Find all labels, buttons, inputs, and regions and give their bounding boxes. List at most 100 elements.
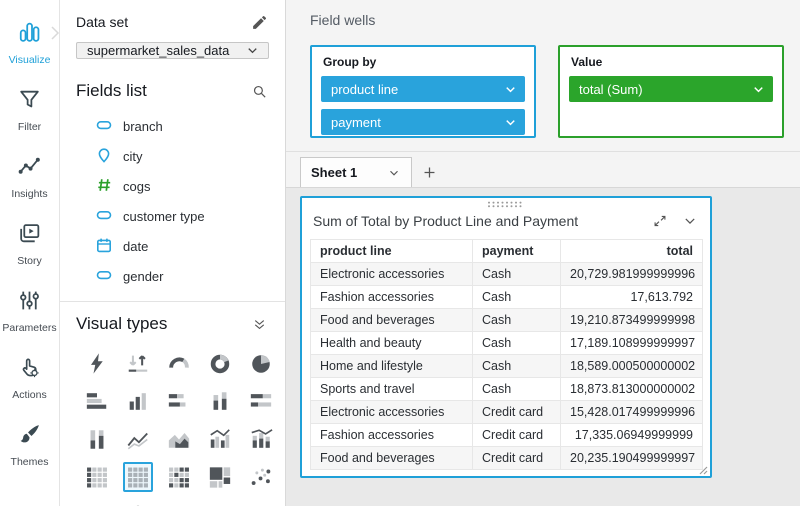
visual-type-vertical-bar-chart-icon[interactable] [123,386,153,416]
cell-payment: Cash [472,377,561,401]
field-item-city[interactable]: city [76,141,269,171]
edit-dataset-pencil-icon[interactable] [249,12,269,32]
visual-type-auto-graph-icon[interactable] [82,348,112,378]
dataset-select-value: supermarket_sales_data [87,43,230,58]
visual-type-vertical-stacked-100-bar-chart-icon[interactable] [82,424,112,454]
sidebar-item-label: Parameters [2,322,57,334]
group-by-pill-payment[interactable]: payment [321,109,525,135]
visual-type-scatter-plot-icon[interactable] [246,462,276,492]
visual-type-horizontal-stacked-100-bar-chart-icon[interactable] [246,386,276,416]
dataset-select[interactable]: supermarket_sales_data [76,42,269,59]
sidebar-item-actions[interactable]: Actions [0,345,59,412]
funnel-icon [17,87,42,117]
cell-product-line: Electronic accessories [310,400,473,424]
cell-payment: Credit card [472,423,561,447]
field-item-cogs[interactable]: cogs [76,171,269,201]
group-by-well[interactable]: Group by product line payment [310,45,536,138]
cell-total: 17,613.792 [560,285,703,309]
visual-type-heat-map-icon[interactable] [164,462,194,492]
visual-type-insights-visual-icon[interactable] [123,500,153,506]
geo-field-icon [96,147,112,166]
visual-type-geospatial-map-icon[interactable] [82,500,112,506]
sidebar-item-story[interactable]: Story [0,211,59,278]
visual-type-area-chart-icon[interactable] [164,424,194,454]
visual-card[interactable]: Sum of Total by Product Line and Payment… [300,196,712,478]
date-field-icon [96,237,112,256]
group-by-label: Group by [323,55,377,69]
value-well[interactable]: Value total (Sum) [558,45,784,138]
cell-total: 20,729.981999999996 [560,262,703,286]
chevron-down-icon [506,86,515,92]
cell-total: 18,589.000500000002 [560,354,703,378]
sidebar-item-label: Actions [12,389,47,401]
field-item-branch[interactable]: branch [76,111,269,141]
cell-payment: Credit card [472,400,561,424]
visual-type-horizontal-bar-chart-icon[interactable] [82,386,112,416]
sidebar-item-parameters[interactable]: Parameters [0,278,59,345]
resize-handle-icon[interactable] [698,465,708,475]
visual-type-pivot-table-icon[interactable] [123,462,153,492]
visual-menu-chevron-icon[interactable] [680,211,700,231]
search-icon[interactable] [249,81,269,101]
field-item-gender[interactable]: gender [76,261,269,291]
fields-list-title: Fields list [76,81,147,100]
actions-icon [17,355,42,385]
nav-rail: Visualize Filter Insights Story Parameters Ac… [0,0,60,506]
sidebar-item-visualize[interactable]: Visualize [0,10,59,77]
collapse-double-chevron-icon[interactable] [249,314,269,334]
bar-chart-icon [17,20,42,50]
column-header-product-line[interactable]: product line [310,239,473,263]
sidebar-item-label: Filter [17,121,42,133]
expand-visual-icon[interactable] [650,211,670,231]
visual-type-vertical-stacked-bar-chart-icon[interactable] [205,386,235,416]
visual-type-tree-map-icon[interactable] [205,462,235,492]
sidebar-item-filter[interactable]: Filter [0,77,59,144]
field-name: date [123,238,149,254]
group-by-pill-product-line[interactable]: product line [321,76,525,102]
visual-type-gauge-icon[interactable] [164,348,194,378]
plus-icon [424,167,434,177]
drag-handle-icon[interactable] [487,201,525,208]
panel-collapse-notch[interactable] [51,26,60,40]
cell-product-line: Sports and travel [310,377,473,401]
visual-type-line-chart-icon[interactable] [123,424,153,454]
add-sheet-button[interactable] [412,157,446,187]
visual-type-pie-chart-icon[interactable] [246,348,276,378]
field-name: gender [123,268,164,284]
cell-product-line: Fashion accessories [310,423,473,447]
pill-label: product line [331,81,399,97]
table-row: Food and beverages Cash 19,210.87349999999… [310,308,703,332]
chevron-down-icon [754,86,763,92]
visual-type-kpi-icon[interactable] [123,348,153,378]
visual-type-horizontal-stacked-bar-chart-icon[interactable] [164,386,194,416]
sidebar-item-themes[interactable]: Themes [0,412,59,479]
cell-payment: Cash [472,354,561,378]
cell-payment: Credit card [472,446,561,470]
visual-type-table-icon[interactable] [82,462,112,492]
value-pill-total-sum-[interactable]: total (Sum) [569,76,773,102]
divider [60,301,285,302]
sheet-tab[interactable]: Sheet 1 [300,157,412,187]
field-item-date[interactable]: date [76,231,269,261]
visual-type-stacked-bar-combo-chart-icon[interactable] [246,424,276,454]
visual-title: Sum of Total by Product Line and Payment [313,213,579,229]
visual-type-word-cloud-icon[interactable]: abc [164,500,194,506]
visual-type-clustered-bar-combo-chart-icon[interactable] [205,424,235,454]
column-header-total[interactable]: total [560,239,703,263]
table-row: Home and lifestyle Cash 18,589.00050000000… [310,354,703,378]
string-field-icon [96,207,112,226]
sheet-menu-chevron-icon[interactable] [387,166,401,180]
insights-icon [17,154,42,184]
visual-type-donut-chart-icon[interactable] [205,348,235,378]
table-row: Sports and travel Cash 18,873.813000000002 [310,377,703,401]
column-header-payment[interactable]: payment [472,239,561,263]
field-item-customer-type[interactable]: customer type [76,201,269,231]
main-area: Field wells Group by product line payment… [286,0,800,506]
fields-list: branch city cogs customer type date gender [76,111,269,291]
number-field-icon [96,177,112,196]
parameters-icon [17,288,42,318]
sidebar-item-insights[interactable]: Insights [0,144,59,211]
dataset-label: Data set [76,14,129,30]
cell-product-line: Fashion accessories [310,285,473,309]
